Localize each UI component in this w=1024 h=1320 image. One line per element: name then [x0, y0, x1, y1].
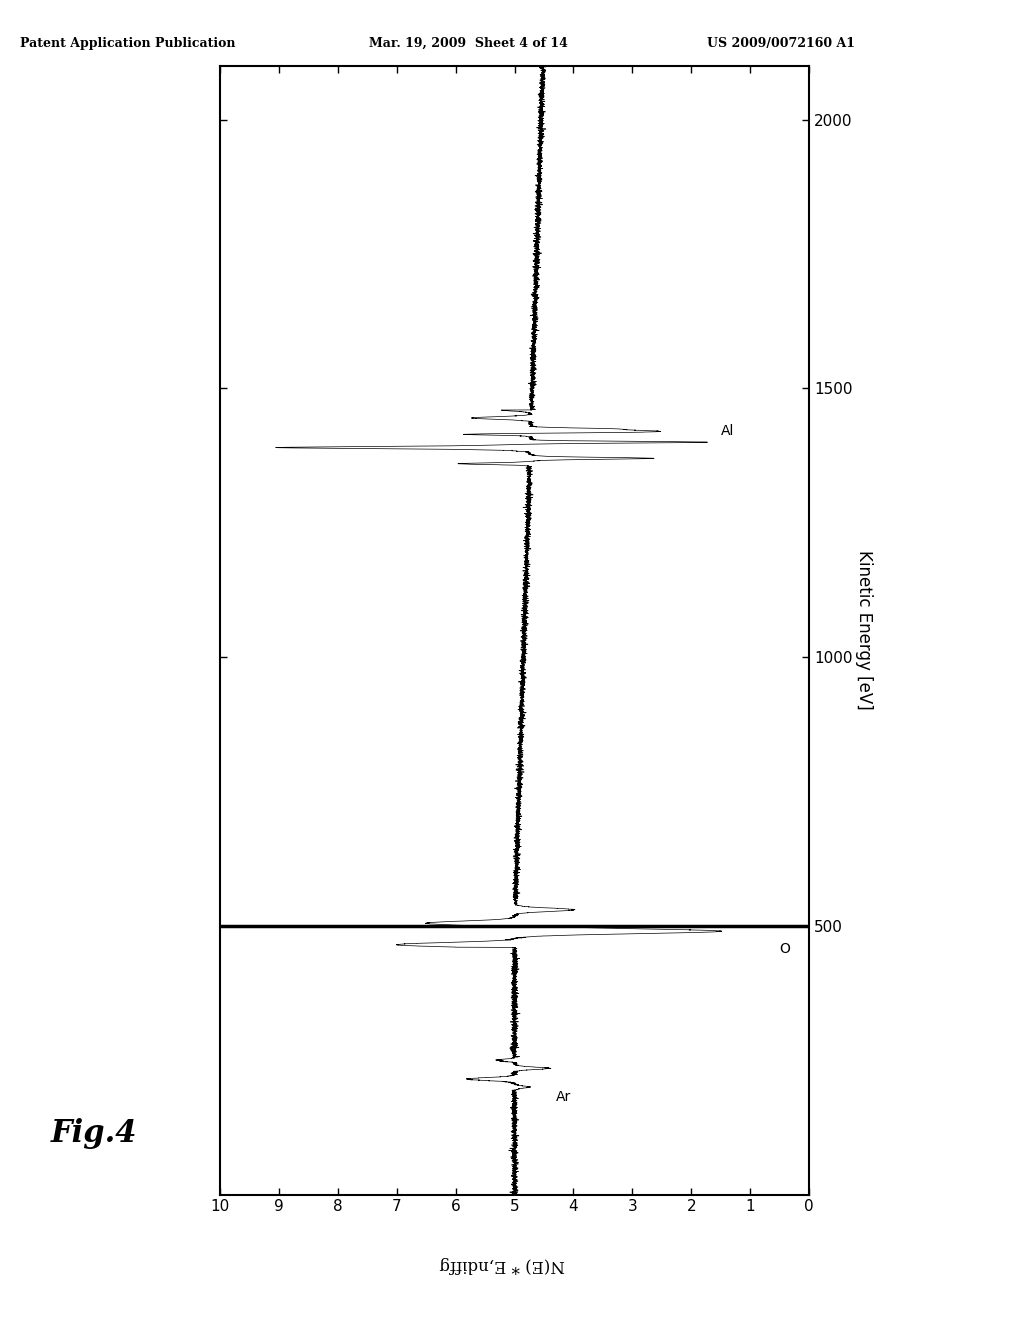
Text: Mar. 19, 2009  Sheet 4 of 14: Mar. 19, 2009 Sheet 4 of 14: [369, 37, 567, 50]
Text: O: O: [779, 942, 791, 956]
Y-axis label: Kinetic Energy [eV]: Kinetic Energy [eV]: [855, 550, 873, 710]
Text: Patent Application Publication: Patent Application Publication: [20, 37, 236, 50]
Text: Fig.4: Fig.4: [51, 1118, 137, 1148]
Text: N(E) * E,ndiffg: N(E) * E,ndiffg: [439, 1257, 564, 1272]
Text: US 2009/0072160 A1: US 2009/0072160 A1: [707, 37, 855, 50]
Text: Al: Al: [721, 425, 734, 438]
Text: Ar: Ar: [556, 1090, 571, 1104]
